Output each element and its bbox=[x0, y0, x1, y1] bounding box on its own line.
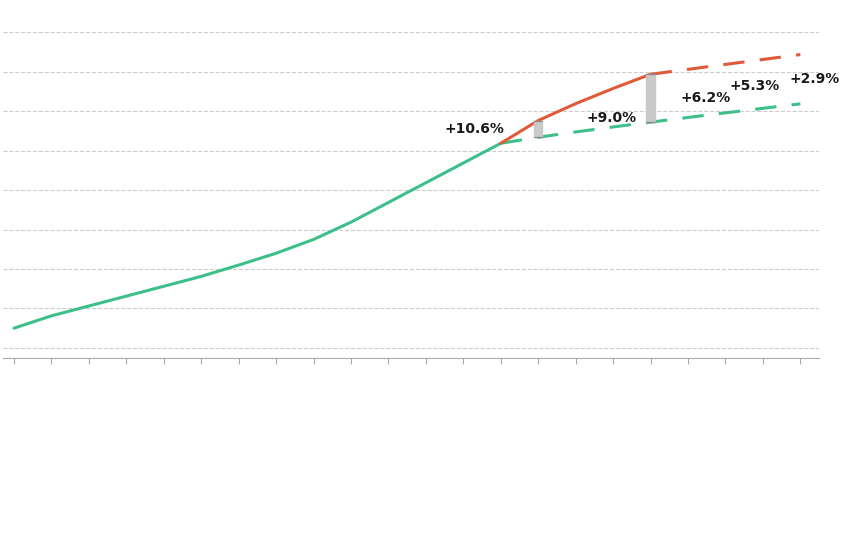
Text: +6.2%: +6.2% bbox=[681, 91, 731, 105]
Text: +5.3%: +5.3% bbox=[729, 79, 779, 93]
Text: +9.0%: +9.0% bbox=[587, 111, 637, 125]
Bar bbox=[534, 121, 543, 137]
Text: +10.6%: +10.6% bbox=[444, 122, 505, 136]
Text: +2.9%: +2.9% bbox=[789, 72, 840, 86]
Bar bbox=[646, 74, 655, 122]
